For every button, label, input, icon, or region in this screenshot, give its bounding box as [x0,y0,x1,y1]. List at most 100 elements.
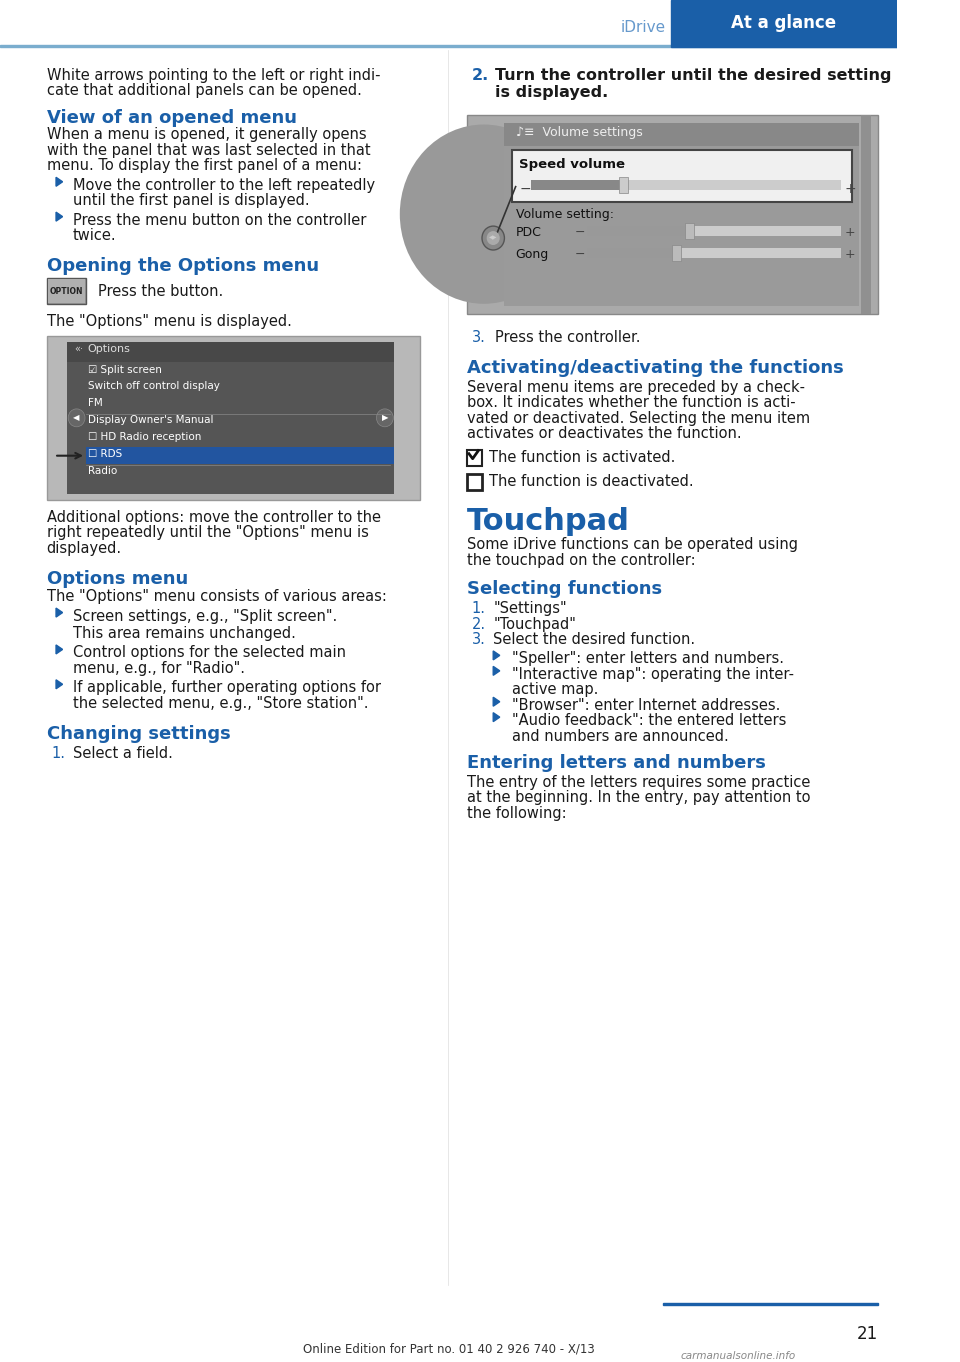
Polygon shape [493,712,500,722]
Text: Press the menu button on the controller: Press the menu button on the controller [73,212,366,227]
Text: at the beginning. In the entry, pay attention to: at the beginning. In the entry, pay atte… [468,790,810,805]
Text: Changing settings: Changing settings [47,725,230,744]
Text: Display Owner's Manual: Display Owner's Manual [87,415,213,425]
Text: «·: «· [75,343,84,354]
Text: active map.: active map. [512,682,598,697]
Text: View of an opened menu: View of an opened menu [47,109,297,127]
Text: menu. To display the first panel of a menu:: menu. To display the first panel of a me… [47,158,362,173]
Text: "Browser": enter Internet addresses.: "Browser": enter Internet addresses. [512,697,780,712]
Bar [0,45,897,46]
Text: Select the desired function.: Select the desired function. [493,632,695,647]
Text: right repeatedly until the "Options" menu is: right repeatedly until the "Options" men… [47,526,369,541]
Text: "Speller": enter letters and numbers.: "Speller": enter letters and numbers. [512,651,784,666]
Text: +: + [845,183,856,196]
Text: ☑ Split screen: ☑ Split screen [87,365,161,375]
Text: Additional options: move the controller to the: Additional options: move the controller … [47,509,381,524]
Text: 3.: 3. [471,632,486,647]
Bar [86,447,395,464]
Bar [504,123,859,147]
Text: 2.: 2. [471,617,486,632]
Polygon shape [493,697,500,707]
Text: The "Options" menu consists of various areas:: The "Options" menu consists of various a… [47,590,387,605]
Circle shape [376,409,394,426]
Text: until the first panel is displayed.: until the first panel is displayed. [73,193,309,208]
Text: PDC: PDC [516,226,541,240]
Text: the touchpad on the controller:: the touchpad on the controller: [468,553,696,568]
Bar [504,123,859,306]
Polygon shape [493,666,500,676]
Bar [468,449,482,466]
Text: OPTION: OPTION [50,287,84,296]
Text: ♪≡  Volume settings: ♪≡ Volume settings [516,125,642,139]
Text: "Interactive map": operating the inter-: "Interactive map": operating the inter- [512,667,794,682]
Text: Press the button.: Press the button. [98,285,224,300]
Bar [684,223,694,240]
Text: carmanualsonline.info: carmanualsonline.info [681,1351,796,1361]
Text: Speed volume: Speed volume [519,158,625,172]
Text: ☐ RDS: ☐ RDS [87,449,122,459]
Text: the following:: the following: [468,806,566,821]
Text: FM: FM [87,399,103,409]
Bar [671,0,897,46]
Circle shape [399,124,568,304]
Polygon shape [56,646,62,654]
Text: 1.: 1. [52,746,65,761]
Text: The function is deactivated.: The function is deactivated. [490,474,694,489]
Text: twice.: twice. [73,227,116,242]
Text: Options: Options [87,343,131,354]
Text: ☐ HD Radio reception: ☐ HD Radio reception [87,432,202,443]
Text: Radio: Radio [87,466,117,477]
Text: vated or deactivated. Selecting the menu item: vated or deactivated. Selecting the menu… [468,411,810,426]
Text: At a glance: At a glance [732,15,836,33]
Text: Selecting functions: Selecting functions [468,580,662,598]
Bar [663,1303,878,1305]
Text: Control options for the selected main: Control options for the selected main [73,646,346,661]
Circle shape [482,226,504,251]
Text: +: + [845,226,855,240]
Text: iDrive: iDrive [621,20,666,35]
Text: The function is activated.: The function is activated. [490,449,676,464]
Text: with the panel that was last selected in that: with the panel that was last selected in… [47,143,371,158]
Polygon shape [56,177,62,187]
Bar [47,335,420,500]
Text: This area remains unchanged.: This area remains unchanged. [73,627,296,642]
Bar [672,245,682,262]
Text: activates or deactivates the function.: activates or deactivates the function. [468,426,742,441]
Text: Online Edition for Part no. 01 40 2 926 740 - X/13: Online Edition for Part no. 01 40 2 926 … [302,1343,594,1355]
Bar [512,150,852,202]
Text: Select a field.: Select a field. [73,746,173,761]
Text: When a menu is opened, it generally opens: When a menu is opened, it generally open… [47,128,367,143]
Text: Screen settings, e.g., "Split screen".: Screen settings, e.g., "Split screen". [73,609,337,624]
Text: Turn the controller until the desired setting: Turn the controller until the desired se… [495,68,892,83]
Text: 3.: 3. [471,330,486,345]
Text: Press the controller.: Press the controller. [495,330,640,345]
Bar [468,114,878,313]
Text: ◀: ◀ [73,413,80,422]
Text: "Audio feedback": the entered letters: "Audio feedback": the entered letters [512,714,786,729]
Polygon shape [56,212,62,221]
Bar [587,226,688,236]
Text: Move the controller to the left repeatedly: Move the controller to the left repeated… [73,178,375,193]
Polygon shape [56,680,62,689]
Text: "Touchpad": "Touchpad" [493,617,576,632]
Bar [587,226,841,236]
Polygon shape [56,607,62,617]
Text: +: + [845,248,855,262]
Bar [587,248,841,257]
Text: Options menu: Options menu [47,571,188,588]
Text: Entering letters and numbers: Entering letters and numbers [468,755,766,772]
Text: 2.: 2. [471,68,489,83]
Bar [47,278,86,304]
Text: and numbers are announced.: and numbers are announced. [512,729,729,744]
Text: Opening the Options menu: Opening the Options menu [47,257,319,275]
Text: If applicable, further operating options for: If applicable, further operating options… [73,680,381,696]
Bar [531,180,841,191]
Text: Gong: Gong [516,248,549,262]
Bar [619,177,628,193]
Text: cate that additional panels can be opened.: cate that additional panels can be opene… [47,83,362,98]
Text: White arrows pointing to the left or right indi-: White arrows pointing to the left or rig… [47,68,380,83]
Circle shape [68,409,85,426]
Text: Several menu items are preceded by a check-: Several menu items are preceded by a che… [468,380,805,395]
Text: Switch off control display: Switch off control display [87,381,220,391]
Text: "Settings": "Settings" [493,601,566,616]
